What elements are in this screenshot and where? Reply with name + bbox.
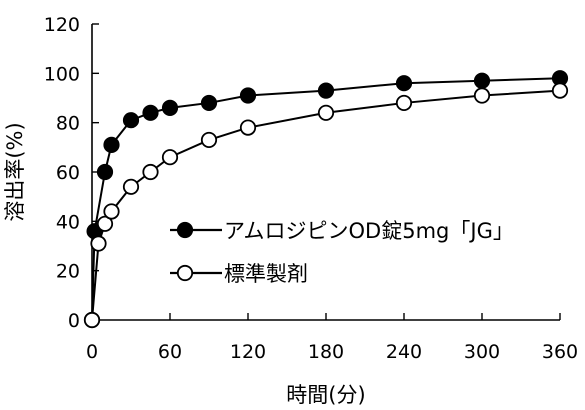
data-point (142, 163, 159, 181)
y-tick-label: 120 (44, 14, 80, 36)
y-tick-label: 40 (56, 211, 80, 233)
data-point (96, 163, 114, 181)
y-ticks: 0 20 40 60 80 100 120 (44, 14, 99, 332)
data-point (200, 131, 218, 149)
series-layer (83, 70, 569, 329)
data-point (239, 87, 257, 104)
data-point (317, 82, 335, 99)
y-axis-title: 溶出率(%) (3, 122, 27, 221)
data-point (395, 94, 413, 112)
x-tick-label: 180 (308, 341, 344, 363)
x-tick-label: 300 (464, 341, 500, 363)
legend-label-series-2: 標準製剤 (224, 262, 308, 286)
data-point (161, 99, 179, 116)
series-2 (83, 82, 569, 329)
legend: アムロジピンOD錠5mg「JG」 標準製剤 (170, 219, 514, 286)
y-tick-label: 20 (56, 261, 80, 283)
x-tick-label: 60 (158, 341, 182, 363)
x-tick-label: 360 (542, 341, 578, 363)
data-point (473, 87, 491, 104)
data-point (142, 104, 159, 121)
y-tick-label: 80 (56, 113, 80, 135)
data-point (200, 94, 218, 112)
data-point (90, 235, 107, 252)
data-point (103, 136, 120, 153)
x-tick-label: 240 (386, 341, 422, 363)
data-point (317, 104, 335, 121)
data-point (239, 119, 257, 136)
x-ticks: 0 60 120 180 240 300 360 (86, 313, 578, 363)
legend-entry-series-1: アムロジピンOD錠5mg「JG」 (170, 219, 514, 243)
axes (91, 24, 560, 321)
y-tick-label: 60 (56, 162, 80, 184)
x-axis-title: 時間(分) (286, 383, 365, 407)
y-tick-label: 100 (44, 63, 80, 85)
series-line-2 (91, 89, 561, 321)
data-point (395, 75, 413, 92)
data-point (551, 82, 569, 99)
y-tick-label: 0 (68, 310, 80, 332)
x-tick-label: 0 (86, 341, 98, 363)
data-point (83, 311, 101, 329)
data-point (473, 72, 491, 89)
legend-entry-series-2: 標準製剤 (170, 262, 308, 286)
data-point (122, 112, 140, 129)
legend-label-series-1: アムロジピンOD錠5mg「JG」 (224, 219, 514, 243)
legend-marker-filled-circle (176, 221, 194, 239)
data-point (122, 178, 140, 195)
data-point (103, 203, 120, 220)
data-point (96, 215, 114, 232)
legend-marker-open-circle (176, 264, 194, 282)
x-tick-label: 120 (230, 341, 266, 363)
data-point (161, 149, 179, 166)
